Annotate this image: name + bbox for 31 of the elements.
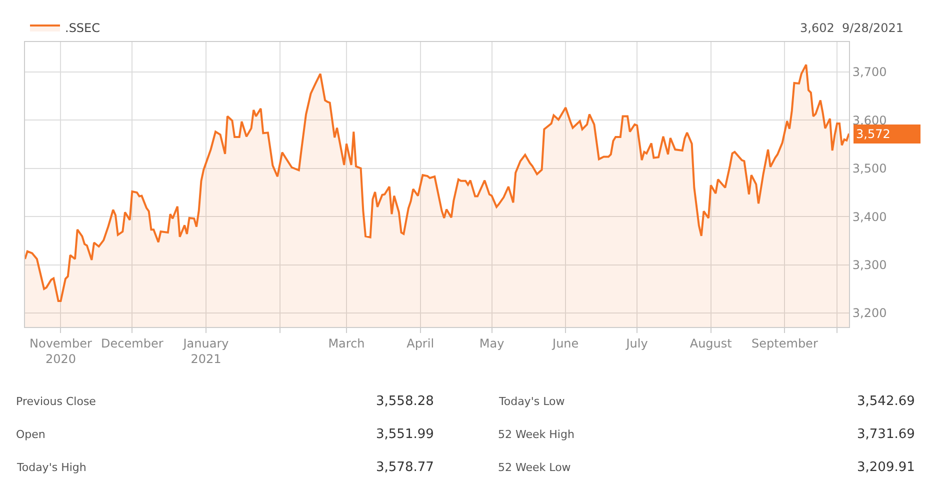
text: Previous Close	[16, 395, 96, 408]
text: 3,542.69	[857, 394, 915, 409]
y-tick-label: 3,500	[852, 162, 887, 176]
y-tick-label: 3,700	[852, 65, 887, 80]
x-tick-label: September	[752, 336, 818, 350]
annotation: 3,572	[856, 127, 890, 141]
text: 3,602 9/28/2021	[800, 21, 904, 35]
legend-label: .SSEC	[65, 21, 100, 36]
x-tick-label: December	[101, 336, 164, 350]
text: 3,558.28	[376, 394, 434, 409]
x-tick-label: January 2021	[182, 336, 229, 366]
text: Open	[16, 428, 46, 441]
text: 3,551.99	[376, 427, 434, 442]
x-tick-label: June	[552, 336, 579, 350]
x-tick-label: July	[625, 336, 648, 350]
x-tick-label: April	[406, 336, 434, 350]
x-tick-label: November 2020	[30, 336, 92, 366]
x-tick-label: March	[328, 336, 365, 350]
x-tick-label: May	[479, 336, 504, 350]
text: 3,578.77	[376, 460, 434, 475]
text: Today's Low	[498, 395, 565, 408]
y-tick-label: 3,400	[852, 210, 887, 224]
text: Today's High	[16, 461, 86, 474]
y-tick-label: 3,300	[852, 258, 887, 272]
y-tick-label: 3,600	[852, 113, 887, 128]
y-tick-label: 3,200	[852, 306, 887, 320]
text: 3,209.91	[857, 460, 915, 475]
text: 52 Week Low	[498, 461, 571, 474]
x-tick-label: August	[690, 336, 732, 350]
text: 52 Week High	[498, 428, 574, 441]
text: 3,731.69	[857, 427, 915, 442]
